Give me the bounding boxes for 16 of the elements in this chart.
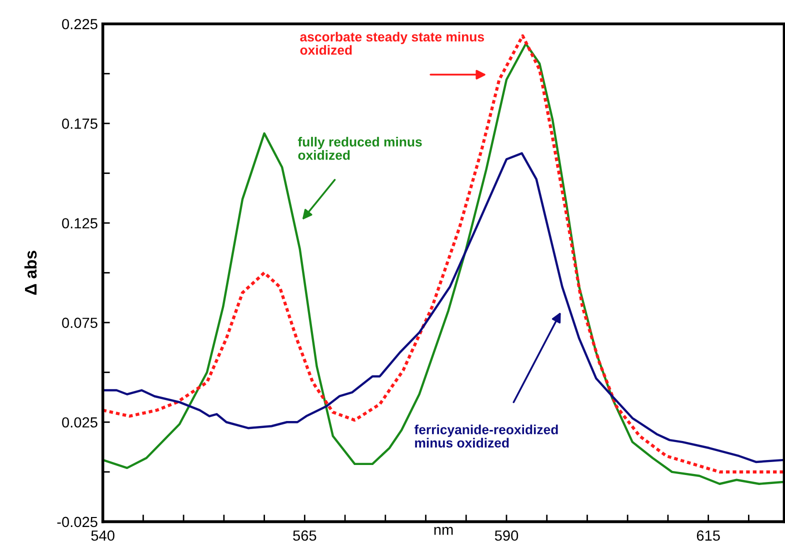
- x-tick-label: 565: [293, 530, 316, 541]
- y-tick-label: 0.125: [62, 218, 98, 228]
- x-tick-label: 615: [696, 530, 720, 541]
- x-tick-label: 540: [91, 530, 114, 541]
- y-tick-label: 0.025: [62, 417, 98, 428]
- x-tick-label: 590: [494, 530, 518, 541]
- annotation: ascorbate steady state minus oxidized: [300, 32, 484, 55]
- y-tick-label: 0.175: [62, 118, 98, 129]
- y-tick-label: -0.025: [57, 516, 98, 528]
- y-tick-label: 0.075: [62, 318, 98, 328]
- annotation: fully reduced minus oxidized: [298, 136, 422, 160]
- line-series: [102, 152, 784, 464]
- y-tick-label: 0.225: [62, 18, 98, 30]
- x-axis-title: nm: [434, 526, 453, 535]
- annotation: ferricyanide-reoxidized minus oxidized: [414, 424, 558, 448]
- y-axis-title: Δ abs: [24, 250, 37, 295]
